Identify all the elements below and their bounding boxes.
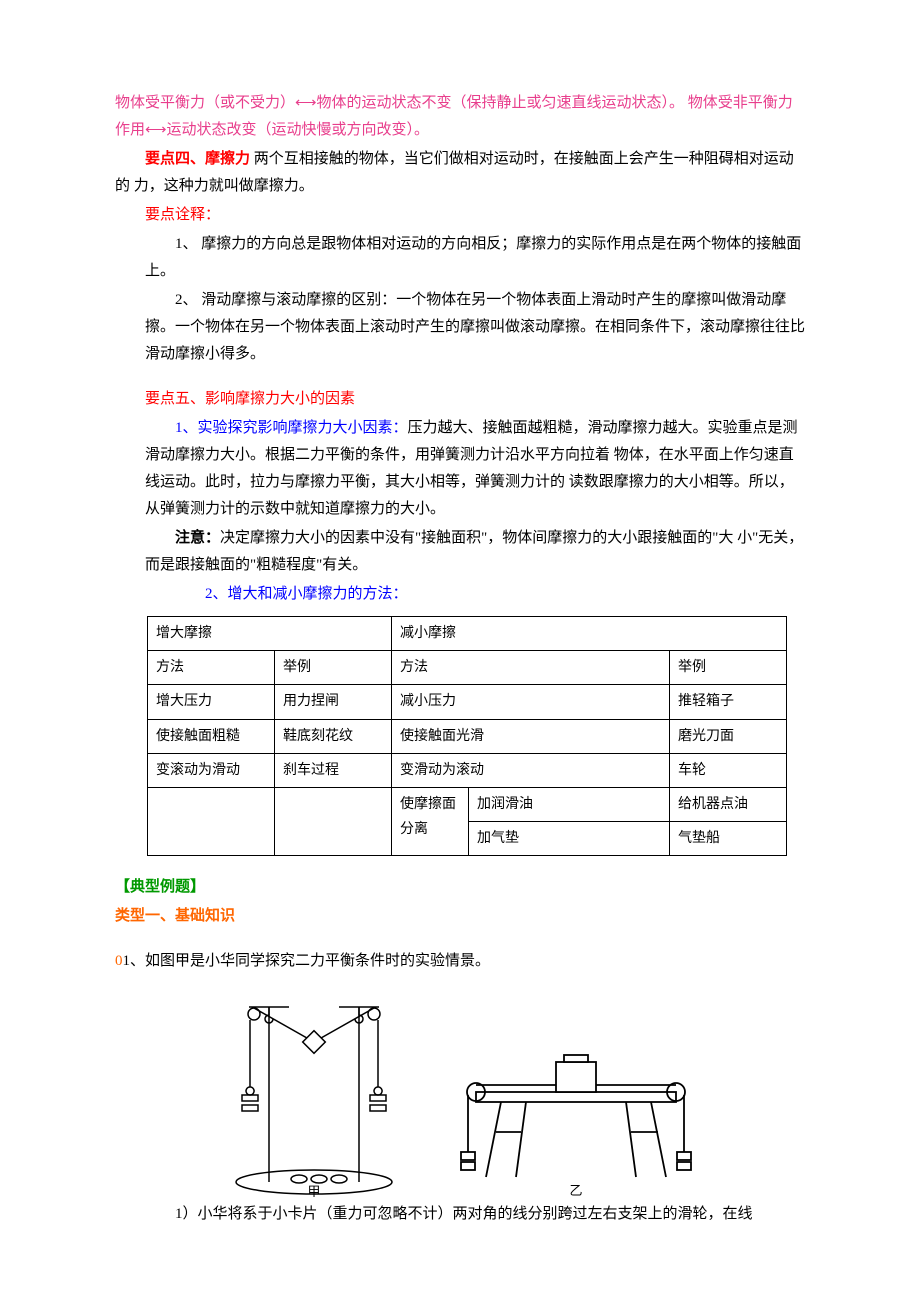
table-row: 增大摩擦 减小摩擦 bbox=[148, 617, 787, 651]
friction-table: 增大摩擦 减小摩擦 方法 举例 方法 举例 增大压力 用力捏闸 减小压力 推轻箱… bbox=[147, 616, 787, 856]
diagram-yi: 乙 bbox=[446, 1037, 706, 1197]
q1-num: 1 bbox=[123, 953, 131, 969]
point5-heading: 要点五、影响摩擦力大小的因素 bbox=[115, 386, 805, 413]
point4-annot: 要点诠释： bbox=[115, 202, 805, 229]
point4-block: 要点四、摩擦力 两个互相接触的物体，当它们做相对运动时，在接触面上会产生一种阻碍… bbox=[115, 146, 805, 200]
fig-label-jia: 甲 bbox=[308, 1184, 321, 1197]
sub-example-r: 举例 bbox=[670, 651, 787, 685]
figure-row: 甲 bbox=[115, 987, 805, 1197]
q1-prefix: 0 bbox=[115, 953, 123, 969]
sub-example-l: 举例 bbox=[275, 651, 392, 685]
examples-heading: 【典型例题】 bbox=[115, 874, 805, 901]
th-decrease: 减小摩擦 bbox=[392, 617, 787, 651]
th-increase: 增大摩擦 bbox=[148, 617, 392, 651]
q1-sub1: 1）小华将系于小卡片（重力可忽略不计）两对角的线分别跨过左右支架上的滑轮，在线 bbox=[115, 1201, 805, 1228]
intro-text: 物体受平衡力（或不受力）⟷物体的运动状态不变（保持静止或匀速直线运动状态）。 物… bbox=[115, 90, 805, 144]
type-heading: 类型一、基础知识 bbox=[115, 903, 805, 930]
table-row: 方法 举例 方法 举例 bbox=[148, 651, 787, 685]
table-row: 使接触面粗糙 鞋底刻花纹 使接触面光滑 磨光刀面 bbox=[148, 719, 787, 753]
point5-sub2: 2、增大和减小摩擦力的方法： bbox=[115, 581, 805, 608]
page: 物体受平衡力（或不受力）⟷物体的运动状态不变（保持静止或匀速直线运动状态）。 物… bbox=[0, 0, 920, 1302]
note-label: 注意： bbox=[175, 530, 220, 546]
point4-p2: 2、 滑动摩擦与滚动摩擦的区别：一个物体在另一个物体表面上滑动时产生的摩擦叫做滑… bbox=[115, 287, 805, 368]
table-row: 使摩擦面分离 加润滑油 给机器点油 bbox=[148, 787, 787, 821]
sub-method-r: 方法 bbox=[392, 651, 670, 685]
point4-heading: 要点四、摩擦力 bbox=[145, 151, 250, 167]
diagram-jia: 甲 bbox=[214, 987, 414, 1197]
sub-method-l: 方法 bbox=[148, 651, 275, 685]
note-text: 决定摩擦力大小的因素中没有"接触面积"，物体间摩擦力的大小跟接触面的"大 小"无… bbox=[145, 530, 803, 573]
point5-sub1: 1、实验探究影响摩擦力大小因素：压力越大、接触面越粗糙，滑动摩擦力越大。实验重点… bbox=[115, 415, 805, 523]
q1-text: 、如图甲是小华同学探究二力平衡条件时的实验情景。 bbox=[130, 953, 490, 969]
table-row: 变滚动为滑动 刹车过程 变滑动为滚动 车轮 bbox=[148, 753, 787, 787]
point5-sub1-prefix: 1、实验探究影响摩擦力大小因素： bbox=[175, 420, 408, 436]
question1: 01、如图甲是小华同学探究二力平衡条件时的实验情景。 bbox=[115, 948, 805, 975]
point4-p1: 1、 摩擦力的方向总是跟物体相对运动的方向相反；摩擦力的实际作用点是在两个物体的… bbox=[115, 231, 805, 285]
table-row: 增大压力 用力捏闸 减小压力 推轻箱子 bbox=[148, 685, 787, 719]
point5-note: 注意：决定摩擦力大小的因素中没有"接触面积"，物体间摩擦力的大小跟接触面的"大 … bbox=[115, 525, 805, 579]
fig-label-yi: 乙 bbox=[569, 1183, 582, 1197]
